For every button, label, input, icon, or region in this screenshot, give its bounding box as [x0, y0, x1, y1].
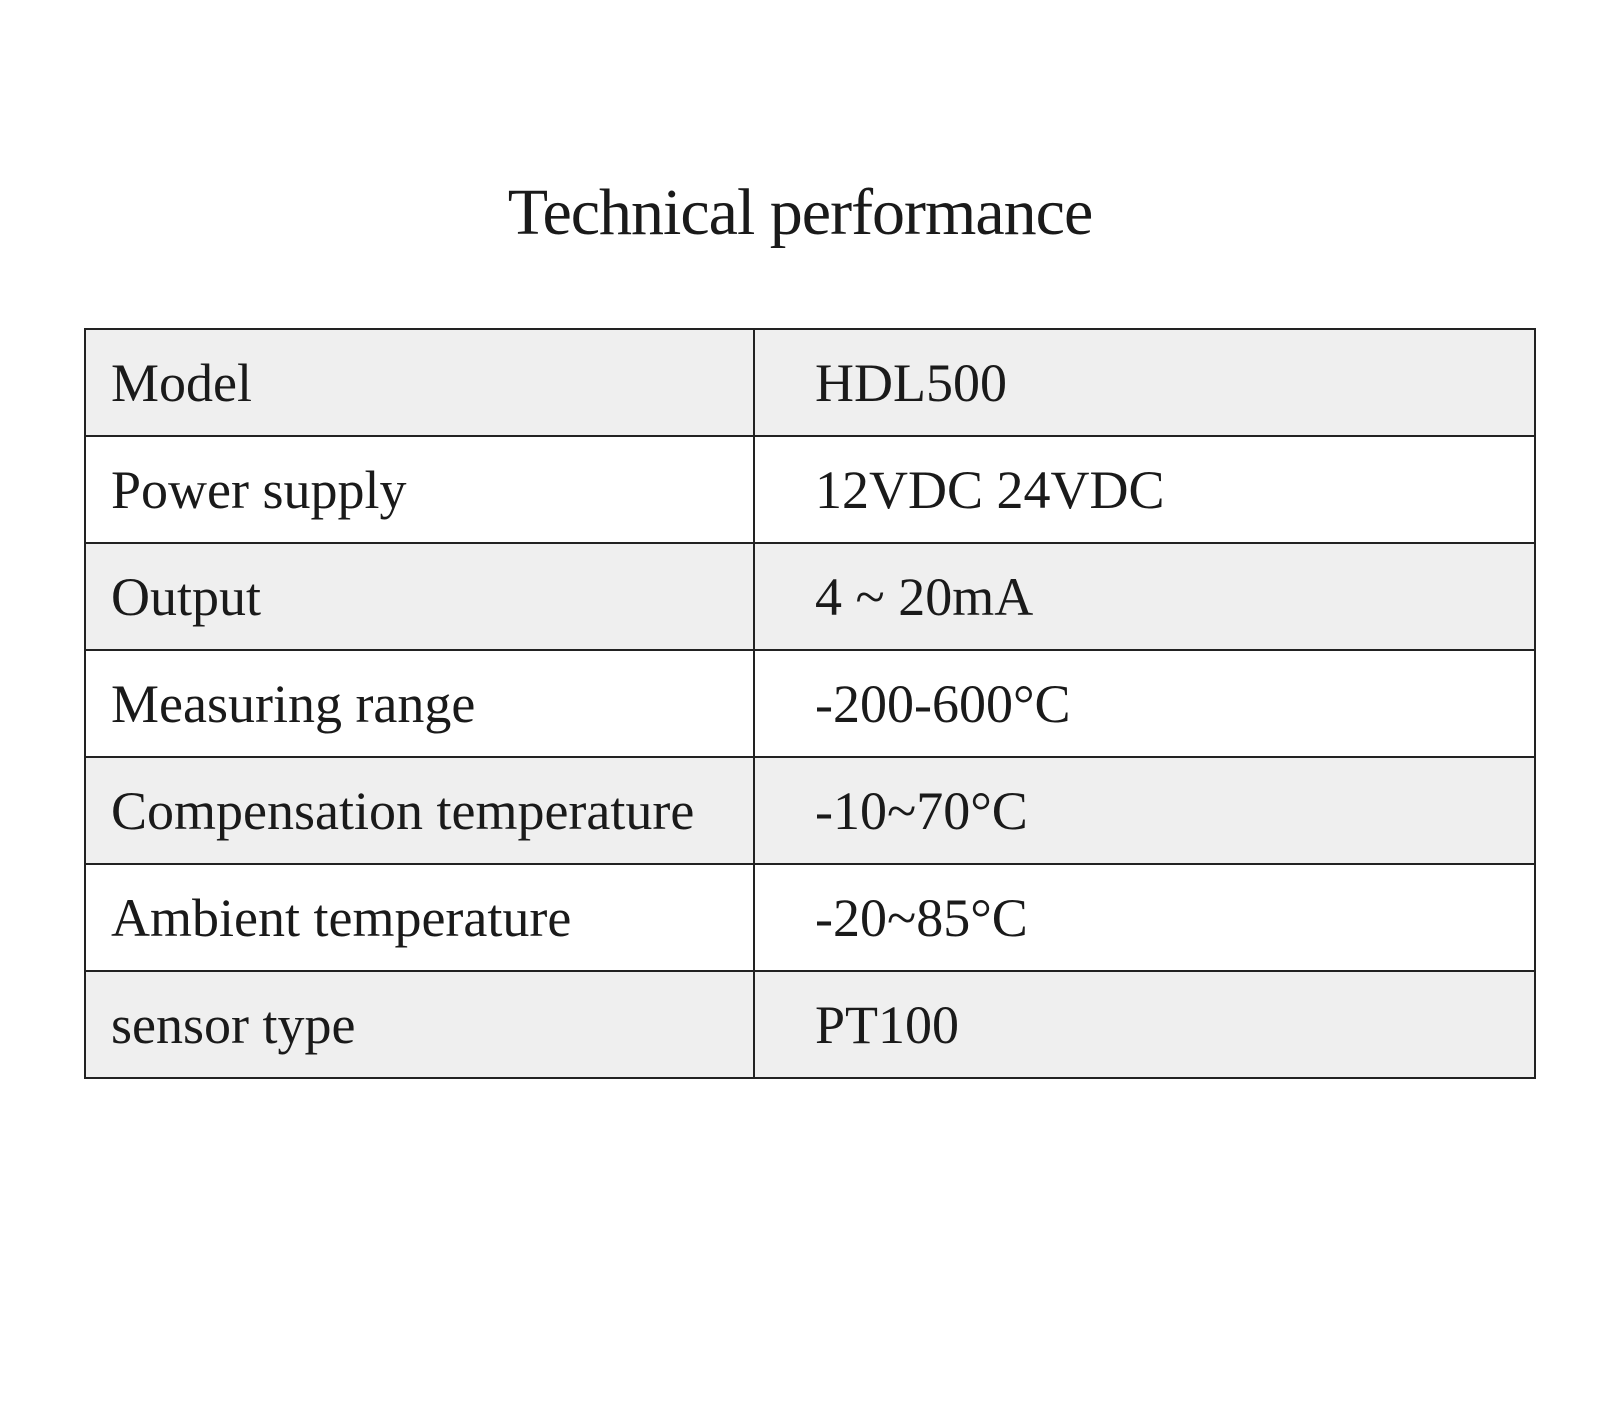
spec-name: Power supply: [84, 435, 755, 544]
table-row: sensor type PT100: [84, 970, 1536, 1079]
table-row: Output 4 ~ 20mA: [84, 542, 1536, 651]
spec-value: -10~70°C: [753, 756, 1536, 865]
spec-name: Measuring range: [84, 649, 755, 758]
spec-value: 12VDC 24VDC: [753, 435, 1536, 544]
table-row: Ambient temperature -20~85°C: [84, 863, 1536, 972]
spec-value: HDL500: [753, 328, 1536, 437]
table-row: Compensation temperature -10~70°C: [84, 756, 1536, 865]
table-row: Power supply 12VDC 24VDC: [84, 435, 1536, 544]
table-row: Model HDL500: [84, 328, 1536, 437]
spec-name: Compensation temperature: [84, 756, 755, 865]
spec-value: -20~85°C: [753, 863, 1536, 972]
spec-name: sensor type: [84, 970, 755, 1079]
title: Technical performance: [507, 176, 1094, 249]
table-row: Measuring range -200-600°C: [84, 649, 1536, 758]
spec-value: PT100: [753, 970, 1536, 1079]
spec-name: Model: [84, 328, 755, 437]
spec-value: 4 ~ 20mA: [753, 542, 1536, 651]
spec-table: Model HDL500 Power supply 12VDC 24VDC Output…: [84, 328, 1536, 1079]
spec-name: Output: [84, 542, 755, 651]
spec-name: Ambient temperature: [84, 863, 755, 972]
spec-value: -200-600°C: [753, 649, 1536, 758]
